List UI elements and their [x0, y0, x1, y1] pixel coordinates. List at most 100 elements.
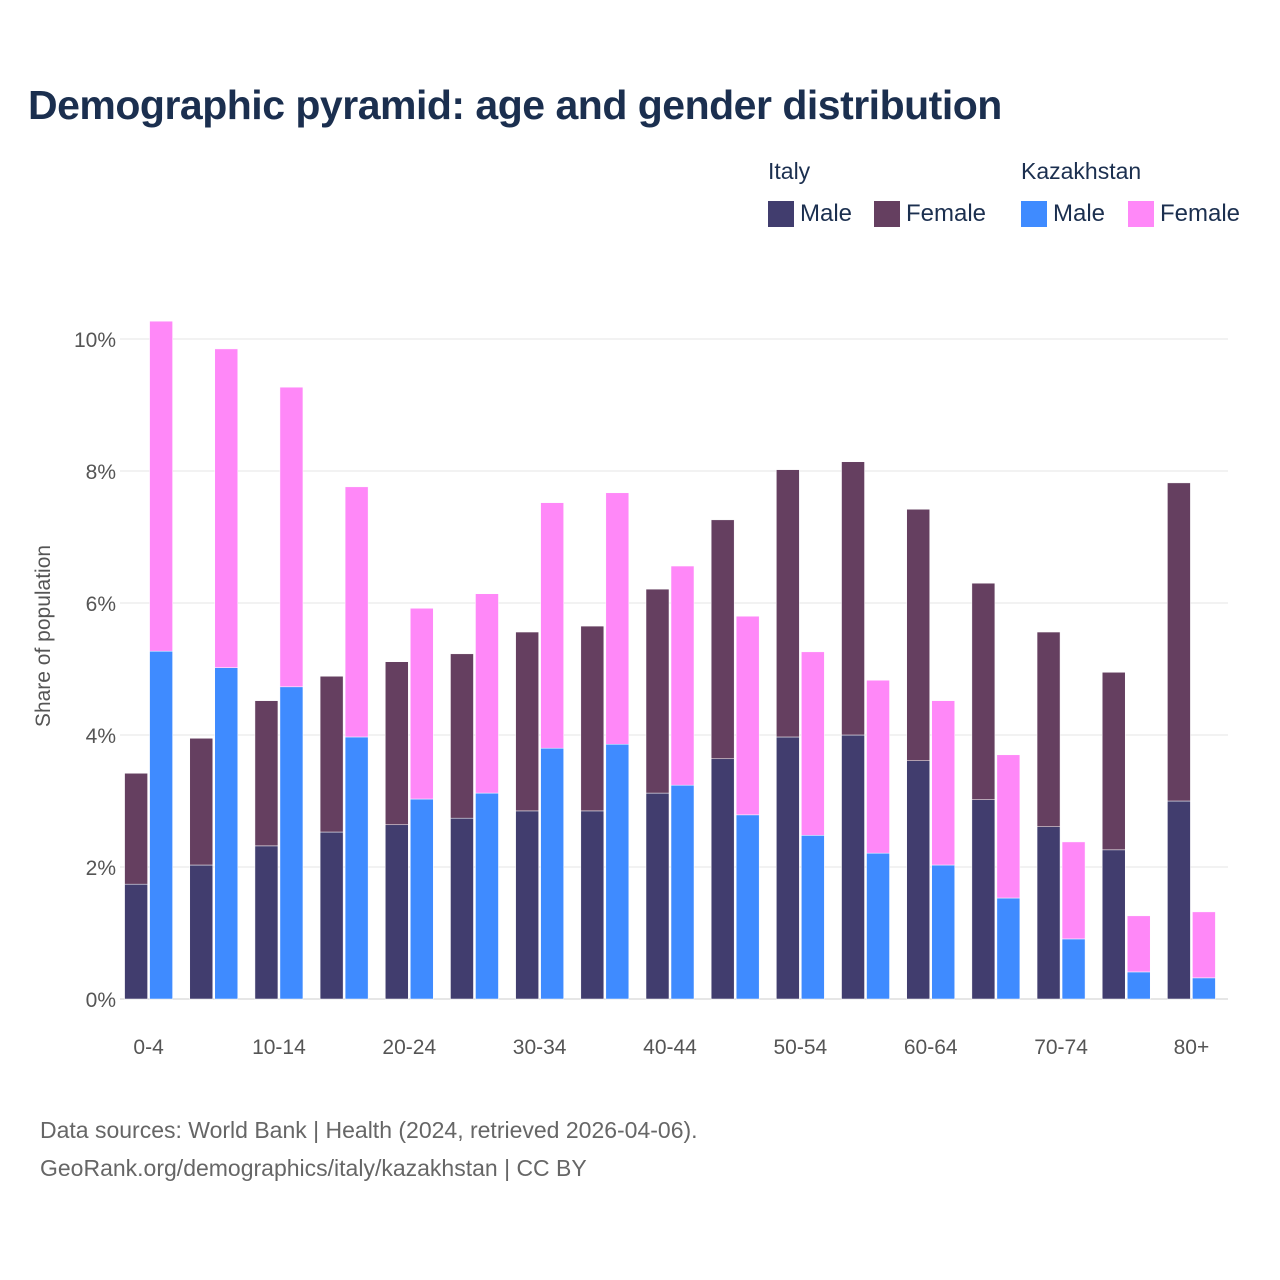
bar-italy-female [776, 469, 800, 738]
bar-kazakhstan-female [279, 386, 304, 688]
y-tick-label: 10% [74, 329, 116, 352]
bar-kazakhstan-male [931, 864, 955, 1000]
bar-italy-male [254, 845, 279, 1000]
legend-kazakhstan-male[interactable]: Male [1021, 200, 1105, 228]
bar-kazakhstan-female [670, 565, 695, 786]
y-tick-label: 2% [86, 857, 116, 880]
footer-sources: Data sources: World Bank | Health (2024,… [40, 1117, 698, 1143]
x-tick-label: 60-64 [904, 1036, 958, 1059]
bar-kazakhstan-female [540, 502, 564, 749]
x-tick-label: 20-24 [382, 1036, 436, 1059]
bar-italy-female [906, 509, 930, 761]
footer-link[interactable]: GeoRank.org/demographics/italy/kazakhsta… [40, 1155, 587, 1181]
bar-kazakhstan-male [149, 650, 173, 1000]
bar-italy-female [1167, 482, 1191, 802]
x-tick-label: 10-14 [252, 1036, 306, 1059]
chart-title: Demographic pyramid: age and gender dist… [28, 82, 1002, 128]
x-tick-label: 80+ [1174, 1036, 1210, 1059]
x-tick-label: 40-44 [643, 1036, 697, 1059]
bar-italy-male [1036, 826, 1061, 1000]
bar-italy-female [189, 738, 214, 866]
legend-swatch [1021, 201, 1047, 227]
bar-kazakhstan-female [931, 700, 955, 866]
y-tick-label: 8% [86, 461, 116, 484]
bar-kazakhstan-male [1061, 938, 1086, 1000]
bar-italy-male [1167, 800, 1191, 1000]
bar-italy-female [450, 653, 474, 819]
bar-kazakhstan-male [214, 667, 239, 1000]
legend-label: Male [800, 200, 853, 227]
bar-italy-female [319, 676, 344, 833]
bar-kazakhstan-female [996, 754, 1021, 899]
bar-kazakhstan-female [735, 615, 760, 816]
bar-italy-female [971, 582, 996, 800]
y-axis-label: Share of population [32, 545, 55, 727]
x-tick-label: 70-74 [1034, 1036, 1088, 1059]
legend-swatch [768, 201, 794, 227]
bar-italy-male [319, 831, 344, 1000]
bar-italy-male [841, 734, 865, 1000]
bar-italy-female [580, 625, 605, 812]
y-tick-label: 0% [86, 989, 116, 1012]
bar-italy-female [254, 700, 279, 847]
bar-italy-male [971, 799, 996, 1000]
legend-italy-male[interactable]: Male [768, 200, 852, 228]
bar-kazakhstan-male [410, 798, 434, 1000]
bar-kazakhstan-female [475, 593, 499, 794]
y-tick-label: 4% [86, 725, 116, 748]
legend-label: Female [906, 200, 987, 227]
legend-swatch [874, 201, 900, 227]
bar-kazakhstan-male [801, 835, 825, 1000]
bar-kazakhstan-female [344, 486, 369, 738]
bar-kazakhstan-female [1192, 911, 1216, 979]
bar-kazakhstan-male [735, 814, 760, 1000]
bar-italy-female [841, 461, 865, 736]
legend-group-kazakhstan-title: Kazakhstan [1021, 158, 1142, 184]
bar-kazakhstan-female [801, 651, 825, 836]
legend-kazakhstan-female[interactable]: Female [1128, 200, 1240, 228]
bar-italy-male [515, 810, 539, 1000]
bar-kazakhstan-female [866, 679, 890, 854]
legend-group-italy-title: Italy [768, 158, 811, 184]
legend-swatch [1128, 201, 1154, 227]
bar-italy-male [710, 758, 735, 1000]
bar-italy-male [450, 817, 474, 1000]
bar-kazakhstan-male [605, 743, 630, 1000]
bar-italy-male [906, 760, 930, 1000]
bar-italy-female [710, 519, 735, 760]
bar-italy-male [645, 792, 670, 1000]
bar-italy-male [1101, 849, 1126, 1000]
bar-kazakhstan-female [410, 608, 434, 800]
bar-italy-female [1101, 672, 1126, 851]
x-tick-label: 50-54 [773, 1036, 827, 1059]
bar-kazakhstan-male [670, 784, 695, 1000]
bar-kazakhstan-female [1126, 915, 1151, 973]
x-tick-label: 30-34 [513, 1036, 567, 1059]
bar-kazakhstan-female [1061, 841, 1086, 940]
bar-italy-female [124, 773, 148, 885]
bar-kazakhstan-male [1126, 971, 1151, 1000]
bar-italy-male [124, 883, 148, 1000]
x-tick-label: 0-4 [133, 1036, 164, 1059]
bar-kazakhstan-male [475, 792, 499, 1000]
bar-kazakhstan-male [540, 747, 564, 1000]
bar-italy-female [515, 631, 539, 812]
bar-kazakhstan-female [605, 492, 630, 745]
bar-kazakhstan-male [996, 897, 1021, 1000]
y-tick-label: 6% [86, 593, 116, 616]
bar-italy-female [385, 661, 409, 826]
bar-italy-female [645, 588, 670, 794]
bar-kazakhstan-female [149, 320, 173, 652]
bar-kazakhstan-male [866, 852, 890, 1000]
legend-italy-female[interactable]: Female [874, 200, 986, 228]
bar-italy-male [385, 824, 409, 1000]
bar-kazakhstan-female [214, 348, 239, 668]
legend-label: Male [1053, 200, 1106, 227]
bar-italy-male [580, 810, 605, 1000]
bar-italy-female [1036, 631, 1061, 827]
bar-italy-male [776, 736, 800, 1000]
bar-kazakhstan-male [279, 686, 304, 1000]
legend-label: Female [1160, 200, 1241, 227]
